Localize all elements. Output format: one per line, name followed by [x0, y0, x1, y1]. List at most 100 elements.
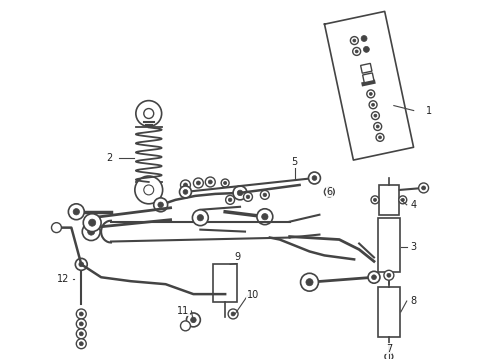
Bar: [379, 185, 399, 215]
Circle shape: [376, 125, 379, 128]
Circle shape: [79, 312, 83, 316]
Circle shape: [197, 215, 203, 221]
Circle shape: [79, 262, 84, 267]
Circle shape: [135, 176, 163, 204]
Circle shape: [385, 353, 393, 360]
Circle shape: [187, 313, 200, 327]
Circle shape: [421, 186, 426, 190]
Text: 7: 7: [386, 344, 392, 354]
Text: 1: 1: [425, 105, 432, 116]
Circle shape: [418, 183, 429, 193]
Circle shape: [208, 180, 212, 184]
Bar: [213, 264, 237, 302]
Circle shape: [221, 179, 229, 187]
Circle shape: [368, 271, 380, 283]
Bar: [378, 218, 400, 272]
Circle shape: [353, 48, 361, 55]
Circle shape: [88, 228, 95, 235]
Circle shape: [75, 258, 87, 270]
Circle shape: [228, 198, 232, 202]
Circle shape: [324, 187, 334, 197]
Circle shape: [196, 181, 200, 185]
Circle shape: [226, 195, 235, 204]
Circle shape: [378, 136, 382, 139]
Circle shape: [223, 181, 227, 185]
Text: 10: 10: [247, 290, 259, 300]
Bar: [378, 287, 400, 337]
Circle shape: [136, 100, 162, 126]
Text: 5: 5: [292, 157, 298, 167]
Text: 3: 3: [411, 243, 417, 252]
Circle shape: [205, 177, 215, 187]
Circle shape: [364, 46, 369, 52]
Circle shape: [83, 214, 101, 231]
Text: 4: 4: [411, 200, 417, 210]
Circle shape: [69, 204, 84, 220]
Circle shape: [231, 312, 235, 316]
Circle shape: [76, 309, 86, 319]
Circle shape: [73, 208, 79, 215]
Circle shape: [369, 101, 377, 109]
Circle shape: [191, 317, 196, 323]
Circle shape: [79, 322, 83, 326]
Circle shape: [371, 112, 379, 120]
Circle shape: [371, 196, 379, 204]
Text: 9: 9: [234, 252, 240, 262]
Circle shape: [237, 190, 243, 196]
Circle shape: [76, 329, 86, 339]
Circle shape: [193, 210, 208, 226]
Circle shape: [306, 279, 313, 286]
Circle shape: [180, 321, 191, 331]
Text: 12: 12: [57, 274, 70, 284]
Circle shape: [183, 183, 188, 187]
Circle shape: [179, 186, 192, 198]
Circle shape: [76, 319, 86, 329]
Circle shape: [144, 109, 154, 118]
Circle shape: [376, 134, 384, 141]
Circle shape: [367, 90, 375, 98]
Circle shape: [369, 93, 372, 95]
Circle shape: [361, 36, 367, 41]
Circle shape: [246, 195, 250, 199]
Text: 8: 8: [411, 296, 417, 306]
Text: 11: 11: [177, 306, 190, 316]
Circle shape: [373, 198, 377, 202]
Circle shape: [399, 196, 407, 204]
Circle shape: [183, 189, 188, 194]
Circle shape: [401, 198, 404, 202]
Circle shape: [82, 223, 100, 240]
Circle shape: [374, 114, 377, 117]
Circle shape: [263, 193, 267, 197]
Circle shape: [374, 122, 382, 130]
Circle shape: [371, 103, 374, 106]
Circle shape: [300, 273, 318, 291]
Text: 6: 6: [326, 187, 332, 197]
Circle shape: [79, 342, 83, 346]
Circle shape: [262, 213, 268, 220]
Circle shape: [327, 190, 331, 194]
Bar: [361, 63, 372, 73]
Circle shape: [180, 180, 191, 190]
Circle shape: [309, 172, 320, 184]
Circle shape: [154, 198, 168, 212]
Circle shape: [257, 209, 273, 225]
Circle shape: [89, 219, 96, 226]
Circle shape: [76, 339, 86, 349]
Circle shape: [79, 332, 83, 336]
Text: 2: 2: [106, 153, 112, 163]
Circle shape: [228, 309, 238, 319]
Circle shape: [355, 50, 358, 53]
Circle shape: [353, 39, 356, 42]
Circle shape: [384, 270, 394, 280]
Circle shape: [387, 273, 391, 277]
Circle shape: [233, 186, 247, 200]
Circle shape: [51, 223, 61, 233]
Circle shape: [260, 190, 270, 199]
Circle shape: [158, 202, 164, 208]
Circle shape: [312, 176, 317, 180]
Circle shape: [371, 275, 376, 280]
Bar: [363, 73, 374, 83]
Circle shape: [350, 37, 358, 45]
Circle shape: [194, 178, 203, 188]
Circle shape: [244, 192, 252, 201]
